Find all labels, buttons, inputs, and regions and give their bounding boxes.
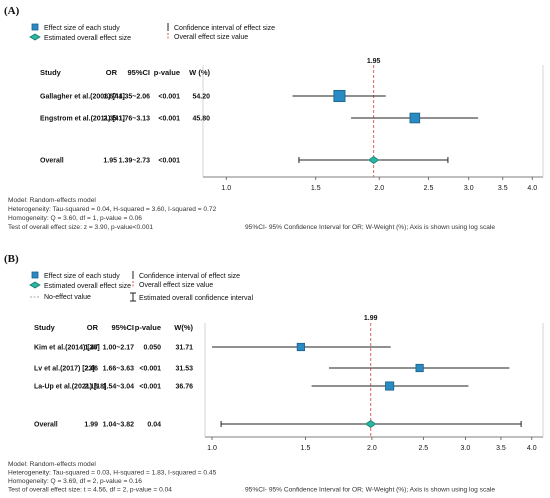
overall-cell: Overall bbox=[40, 158, 64, 165]
study-effect-marker bbox=[296, 342, 305, 352]
x-tick-label: 3.0 bbox=[461, 445, 471, 452]
study-cell: 31.71 bbox=[175, 345, 193, 352]
overall-effect-marker bbox=[367, 156, 380, 164]
legend-study-label: Effect size of each study bbox=[44, 273, 120, 280]
study-cell: 54.20 bbox=[192, 94, 210, 101]
column-header: Study bbox=[34, 323, 56, 332]
model-note: Model: Random-effects model bbox=[8, 197, 96, 204]
study-cell: <0.001 bbox=[158, 94, 180, 101]
model-note: Heterogeneity: Tau-squared = 0.03, H-squ… bbox=[8, 470, 217, 477]
footnote: 95%CI- 95% Confidence Interval for OR; W… bbox=[245, 487, 495, 494]
overall-effect-value-label: 1.99 bbox=[364, 315, 378, 322]
footnote: 95%CI- 95% Confidence Interval for OR; W… bbox=[245, 224, 495, 231]
overall-cell: <0.001 bbox=[158, 158, 180, 165]
legend-no-effect-label: No-effect value bbox=[44, 294, 91, 301]
study-cell: 1.54~3.04 bbox=[103, 384, 134, 391]
forest-panel-a: (A) Effect size of each study Estimated ov… bbox=[4, 5, 544, 231]
study-effect-marker bbox=[409, 112, 421, 124]
legend-overall-marker bbox=[29, 281, 41, 289]
legend-overall-label: Estimated overall effect size bbox=[44, 35, 131, 42]
model-note: Homogeneity: Q = 3.69, df = 2, p-value =… bbox=[8, 478, 142, 485]
column-header: W (%) bbox=[189, 68, 210, 77]
study-cell: 1.66~3.63 bbox=[103, 366, 134, 373]
study-cell: 2.46 bbox=[84, 366, 98, 373]
study-cell: Kim et al.(2014) [26] bbox=[34, 345, 100, 352]
study-cell: <0.001 bbox=[158, 116, 180, 123]
study-cell: 1.35~2.06 bbox=[119, 94, 150, 101]
column-header: 95%CI bbox=[127, 68, 150, 77]
study-cell: <0.001 bbox=[139, 366, 161, 373]
study-cell: 1.76~3.13 bbox=[119, 116, 150, 123]
study-cell: 0.050 bbox=[143, 345, 161, 352]
study-effect-marker bbox=[385, 381, 395, 391]
legend-study-label: Effect size of each study bbox=[44, 25, 120, 32]
study-cell: La-Up et al.(2021) [18] bbox=[34, 384, 106, 391]
study-cell: 1.00~2.17 bbox=[103, 345, 134, 352]
study-cell: Gallagher et al.(2008) [44] bbox=[40, 94, 125, 101]
forest-panel-b: (B) Effect size of each study Estimated ov… bbox=[4, 253, 544, 494]
study-cell: 2.16 bbox=[84, 384, 98, 391]
model-note: Test of overall effect size: z = 3.90, p… bbox=[8, 224, 153, 231]
overall-cell: 1.95 bbox=[103, 158, 117, 165]
study-cell: 31.53 bbox=[175, 366, 193, 373]
legend-overall-value-label: Overall effect size value bbox=[139, 282, 213, 289]
legend-ci-label: Confidence interval of effect size bbox=[174, 25, 275, 32]
x-tick-label: 4.0 bbox=[527, 185, 537, 192]
overall-cell: Overall bbox=[34, 422, 58, 429]
overall-cell: 1.99 bbox=[84, 422, 98, 429]
x-tick-label: 1.5 bbox=[311, 185, 321, 192]
column-header: OR bbox=[106, 68, 118, 77]
panel-label: (B) bbox=[4, 253, 19, 265]
study-cell: 36.76 bbox=[175, 384, 193, 391]
x-tick-label: 2.5 bbox=[418, 445, 428, 452]
legend-ci-label: Confidence interval of effect size bbox=[139, 273, 240, 280]
model-note: Test of overall effect size: t = 4.56, d… bbox=[8, 487, 172, 494]
study-cell: 2.35 bbox=[103, 116, 117, 123]
study-effect-marker bbox=[415, 363, 424, 373]
model-note: Model: Random-effects model bbox=[8, 461, 96, 468]
study-cell: 1.67 bbox=[103, 94, 117, 101]
column-header: Study bbox=[40, 68, 62, 77]
legend-overall-value-label: Overall effect size value bbox=[174, 34, 248, 41]
column-header: 95%CI bbox=[111, 323, 134, 332]
model-note: Homogeneity: Q = 3.60, df = 1, p-value =… bbox=[8, 215, 142, 222]
overall-effect-value-label: 1.95 bbox=[367, 58, 381, 65]
x-tick-label: 2.0 bbox=[374, 185, 384, 192]
legend-overall-label: Estimated overall effect size bbox=[44, 283, 131, 290]
x-tick-label: 1.5 bbox=[301, 445, 311, 452]
overall-cell: 0.04 bbox=[147, 422, 161, 429]
study-cell: Lv et al.(2017) [23] bbox=[34, 366, 95, 373]
column-header: OR bbox=[87, 323, 99, 332]
model-note: Heterogeneity: Tau-squared = 0.04, H-squ… bbox=[8, 206, 217, 213]
x-tick-label: 3.0 bbox=[464, 185, 474, 192]
x-tick-label: 3.5 bbox=[498, 185, 508, 192]
legend-study-marker bbox=[31, 271, 39, 279]
x-tick-label: 1.0 bbox=[207, 445, 217, 452]
overall-cell: 1.04~3.82 bbox=[103, 422, 134, 429]
x-tick-label: 2.5 bbox=[424, 185, 434, 192]
study-cell: <0.001 bbox=[139, 384, 161, 391]
study-cell: 45.80 bbox=[192, 116, 210, 123]
overall-effect-marker bbox=[365, 420, 377, 428]
legend-overall-marker bbox=[29, 33, 41, 41]
column-header: p-value bbox=[135, 323, 161, 332]
x-tick-label: 3.5 bbox=[496, 445, 506, 452]
x-tick-label: 1.0 bbox=[221, 185, 231, 192]
study-cell: 1.47 bbox=[84, 345, 98, 352]
column-header: W(%) bbox=[174, 323, 193, 332]
column-header: p-value bbox=[154, 68, 180, 77]
panel-label: (A) bbox=[4, 5, 20, 17]
x-tick-label: 2.0 bbox=[367, 445, 377, 452]
legend-study-marker bbox=[31, 23, 39, 31]
legend-overall-ci-label: Estimated overall confidence interval bbox=[139, 295, 253, 302]
overall-cell: 1.39~2.73 bbox=[119, 158, 150, 165]
study-effect-marker bbox=[333, 89, 346, 103]
x-tick-label: 4.0 bbox=[527, 445, 537, 452]
study-cell: Engstrom et al.(2011) [41] bbox=[40, 116, 125, 123]
